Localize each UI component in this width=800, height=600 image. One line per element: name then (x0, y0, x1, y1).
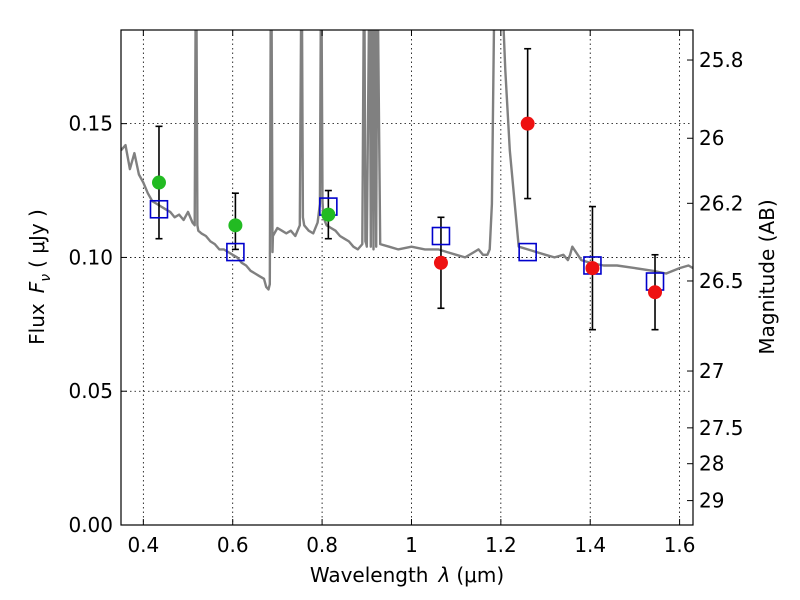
grid-lines (121, 30, 693, 526)
y2-tick-label: 26.2 (699, 191, 744, 215)
y2-tick-label: 25.8 (699, 48, 744, 72)
x-axis-title: Wavelength λ (μm) (310, 563, 504, 587)
observed-point (321, 207, 336, 222)
plot-frame (120, 29, 694, 526)
model-square-marker (518, 242, 537, 262)
y-tick-label: 0.05 (68, 379, 113, 403)
observed-point (520, 116, 535, 131)
x-tick-label: 1.2 (485, 533, 517, 557)
y-tick-label: 0.15 (68, 112, 113, 136)
model-square-marker (149, 199, 169, 219)
model-square-marker (431, 226, 451, 246)
template-layer (121, 30, 693, 291)
x-tick-label: 1.4 (574, 533, 606, 557)
observed-point (151, 175, 166, 190)
y-tick-label: 0.10 (68, 245, 113, 269)
x-tick-label: 1.6 (664, 533, 696, 557)
x-tick-label: 0.6 (217, 533, 249, 557)
template-spectrum-line (121, 30, 693, 291)
y2-tick-label: 26 (699, 126, 724, 150)
x-tick-label: 0.8 (306, 533, 338, 557)
y2-axis-title: Magnitude (AB) (755, 199, 779, 354)
y-axis-title: FluxFν( μJy ) (25, 209, 54, 345)
y2-tick-label: 26.5 (699, 269, 744, 293)
y2-tick-label: 27.5 (699, 416, 744, 440)
model-square-marker (226, 242, 245, 262)
y-tick-label: 0.00 (68, 513, 113, 537)
x-tick-label: 0.4 (127, 533, 159, 557)
y2-tick-label: 28 (699, 452, 724, 476)
observed-point (648, 285, 663, 300)
errorbar-layer (155, 47, 659, 331)
observed-point (228, 218, 243, 233)
y2-tick-label: 27 (699, 359, 724, 383)
marker-layer (149, 116, 665, 300)
axis-ticks: 0.4 0.6 0.8 1 1.2 1.4 1.6 0.00 0.05 0.10 0.15 25.8 2… (68, 30, 744, 557)
observed-point (585, 261, 600, 276)
y2-tick-label: 29 (699, 489, 724, 513)
x-tick-label: 1 (405, 533, 418, 557)
observed-point (433, 255, 448, 270)
